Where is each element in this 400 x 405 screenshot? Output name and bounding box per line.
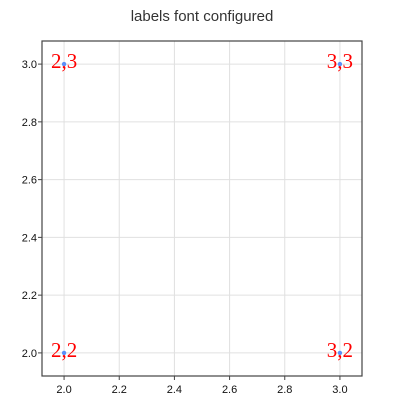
data-point-3 [337, 61, 343, 67]
y-tick-label-3: 2.6 [22, 175, 37, 187]
y-tick-label-2: 2.4 [22, 232, 37, 244]
axes: 2.0 2.2 2.4 2.6 2.8 3.0 2.0 2.2 2.4 2.6 2.8 3.0 [22, 40, 363, 396]
data-labels: 2,2 2,3 3,2 3,3 [51, 49, 353, 362]
x-tick-label-3: 2.6 [222, 384, 237, 396]
data-label-1: 2,3 [51, 49, 77, 73]
x-tick-label-0: 2.0 [56, 384, 71, 396]
y-tick-label-4: 2.8 [22, 117, 37, 129]
x-tick-label-1: 2.2 [112, 384, 127, 396]
data-label-3: 3,3 [327, 49, 353, 73]
y-tick-label-1: 2.2 [22, 290, 37, 302]
chart-title: labels font configured [131, 8, 274, 25]
data-point-1 [61, 61, 67, 67]
x-tick-label-2: 2.4 [167, 384, 182, 396]
data-point-0 [61, 350, 67, 356]
x-tick-label-4: 2.8 [277, 384, 292, 396]
y-tick-label-5: 3.0 [22, 59, 37, 71]
plot-frame [41, 40, 363, 377]
data-label-0: 2,2 [51, 338, 77, 362]
x-tick-label-5: 3.0 [332, 384, 347, 396]
grid [42, 41, 362, 376]
data-label-2: 3,2 [327, 338, 353, 362]
y-tick-label-0: 2.0 [22, 348, 37, 360]
data-point-2 [337, 350, 343, 356]
data-points [61, 61, 343, 356]
